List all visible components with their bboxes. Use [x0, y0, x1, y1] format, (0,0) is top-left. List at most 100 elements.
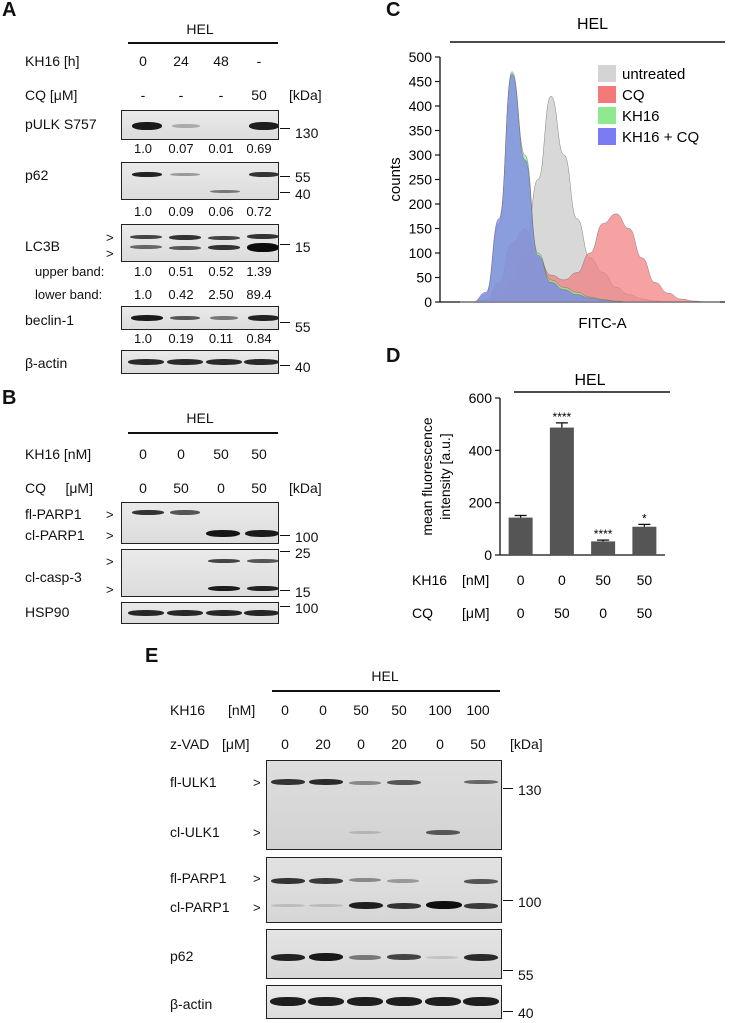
e-actin-label: β-actin: [170, 996, 213, 1012]
a-upper-val: 1.0: [133, 264, 153, 279]
b-marker: >: [106, 507, 114, 522]
bar: [632, 526, 657, 555]
y-axis-label: counts: [387, 157, 404, 201]
a-lc3b-blot: [121, 224, 279, 262]
a-cq-val: -: [178, 87, 184, 103]
a-actin-label: β-actin: [25, 355, 68, 371]
condition-value: 0: [558, 572, 566, 588]
a-actin-blot: [121, 350, 279, 374]
b-clparp-label: cl-PARP1: [25, 527, 85, 543]
y-tick-label: 350: [409, 123, 433, 139]
a-beclin-quant: 0.11: [208, 331, 234, 346]
legend-label: CQ: [622, 87, 645, 104]
y-tick-label: 400: [409, 98, 433, 114]
e-marker: >: [253, 900, 261, 915]
e-flparp-label: fl-PARP1: [170, 870, 227, 886]
a-lc3b-marker: >: [106, 246, 114, 261]
e-kh16-unit: [nM]: [228, 702, 256, 718]
a-p62-label: p62: [25, 167, 49, 183]
b-marker: >: [106, 528, 114, 543]
y-tick-label: 250: [409, 172, 433, 188]
significance-mark: ****: [553, 410, 572, 424]
a-upper-val: 1.39: [246, 264, 272, 279]
mfi-bar-chart: HEL 0 200 400 600 mean fluorescence intensity …: [412, 372, 670, 621]
b-hsp-mw: 100: [295, 600, 319, 616]
a-p62-quant: 0.06: [208, 204, 234, 219]
bar-chart-title: HEL: [574, 372, 605, 389]
a-pulk-blot: [121, 110, 279, 140]
a-kh16-val: -: [256, 53, 262, 69]
y-tick-label: 500: [409, 49, 433, 65]
y-tick-label: 450: [409, 74, 433, 90]
y-axis-label: mean fluorescence: [419, 417, 435, 536]
bar: [508, 517, 533, 555]
a-beclin-quant: 0.84: [246, 331, 272, 346]
histogram-series-3: [460, 73, 720, 303]
a-p62-quant: 0.09: [168, 204, 194, 219]
b-cq-val: 0: [139, 480, 147, 496]
a-pulk-quant: 0.01: [208, 141, 234, 156]
b-cq-val: 50: [251, 480, 267, 496]
b-cq-label: CQ [μM]: [25, 480, 93, 496]
e-zvad-unit: [μM]: [222, 736, 250, 752]
a-lower-val: 2.50: [208, 287, 234, 302]
y-tick-label: 200: [469, 495, 493, 511]
a-lower-val: 0.42: [168, 287, 194, 302]
a-pulk-quant: 1.0: [133, 141, 153, 156]
a-pulk-label: pULK S757: [25, 116, 97, 132]
condition-value: 0: [517, 605, 525, 621]
e-zvad-val: 0: [281, 736, 289, 752]
a-lc3b-label: LC3B: [25, 238, 61, 254]
panel-b-label: B: [2, 387, 17, 409]
e-kh16-val: 0: [319, 702, 327, 718]
a-beclin-blot: [121, 306, 279, 330]
condition-value: 50: [637, 572, 653, 588]
a-kh16-val: 24: [173, 53, 189, 69]
a-beclin-label: beclin-1: [25, 312, 75, 328]
e-actin-blot: [266, 985, 502, 1019]
a-pulk-quant: 0.07: [168, 141, 194, 156]
b-parp-mw: 100: [295, 529, 319, 545]
a-lower-val: 89.4: [246, 287, 272, 302]
panel-b-cell-line: HEL: [186, 410, 214, 426]
e-marker: >: [253, 825, 261, 840]
condition-value: 50: [595, 572, 611, 588]
b-flparp-label: fl-PARP1: [25, 506, 82, 522]
e-kda-label: [kDa]: [510, 736, 543, 752]
bar: [591, 541, 616, 555]
panel-d-label: D: [386, 345, 401, 367]
e-zvad-val: 0: [357, 736, 365, 752]
y-tick-label: 100: [409, 245, 433, 261]
panel-e-label: E: [145, 645, 159, 667]
e-p62-mw: 55: [518, 967, 534, 983]
histogram-title: HEL: [577, 16, 608, 33]
condition-unit: [nM]: [462, 572, 489, 588]
e-kh16-val: 100: [428, 702, 452, 718]
x-axis-label: FITC-A: [578, 315, 626, 332]
significance-mark: ****: [594, 527, 613, 541]
a-pulk-quant: 0.69: [246, 141, 272, 156]
e-zvad-val: 20: [391, 736, 407, 752]
a-cq-val: 50: [251, 87, 267, 103]
y-tick-label: 600: [469, 390, 493, 406]
a-beclin-quant: 0.19: [168, 331, 194, 346]
bar: [549, 427, 574, 555]
b-kh16-val: 50: [213, 446, 229, 462]
a-actin-mw: 40: [295, 359, 311, 375]
legend-label: KH16 + CQ: [622, 129, 699, 146]
b-cq-val: 0: [217, 480, 225, 496]
b-kh16-val: 0: [177, 446, 185, 462]
b-kh16-label: KH16 [nM]: [25, 446, 92, 462]
b-hsp-blot: [121, 602, 279, 624]
y-axis-label: intensity [a.u.]: [437, 433, 453, 519]
b-casp-label: cl-casp-3: [25, 569, 82, 585]
y-tick-label: 400: [469, 442, 493, 458]
b-cq-val: 50: [173, 480, 189, 496]
a-upper-band-label: upper band:: [35, 264, 105, 279]
condition-value: 0: [517, 572, 525, 588]
b-marker: >: [106, 582, 114, 597]
a-cq-label: CQ [μM]: [25, 87, 78, 103]
e-zvad-val: 50: [470, 736, 486, 752]
legend-swatch: [598, 86, 616, 103]
b-marker: >: [106, 554, 114, 569]
